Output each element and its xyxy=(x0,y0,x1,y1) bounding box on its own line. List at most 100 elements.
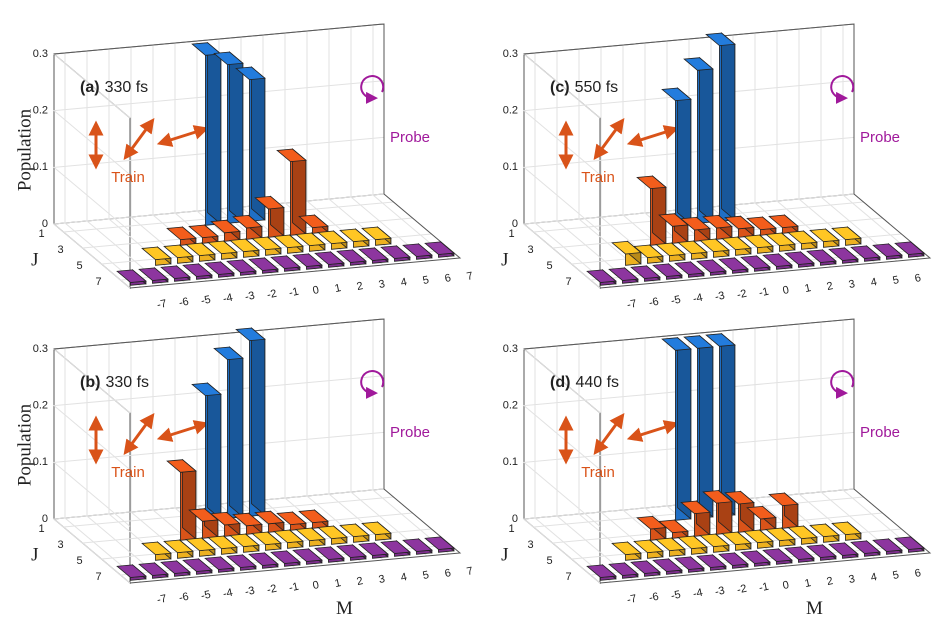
x-tick-label: -1 xyxy=(288,581,300,595)
bar-top xyxy=(204,261,235,275)
x-tick-label: -3 xyxy=(714,585,726,599)
z-tick-label: 0.3 xyxy=(503,48,518,60)
bar-top xyxy=(336,544,367,558)
bar-top xyxy=(229,238,260,253)
grid-line xyxy=(372,320,450,555)
grid-line xyxy=(52,488,385,584)
grid-line xyxy=(52,375,385,471)
x-tick-label: 2 xyxy=(356,280,364,293)
x-tick-label: 6 xyxy=(914,272,922,285)
annotation: Probe xyxy=(860,129,900,146)
bar-top xyxy=(787,230,818,245)
bar-top xyxy=(658,213,689,227)
bar-top xyxy=(683,335,714,349)
z-tick-label: 0.2 xyxy=(33,105,48,117)
y-axis-label: J xyxy=(501,545,508,566)
probe-circle xyxy=(360,370,385,399)
bar-top xyxy=(831,521,862,536)
polarization-arrow xyxy=(156,125,210,147)
grid-line xyxy=(52,136,385,232)
x-tick-label: 4 xyxy=(870,571,878,584)
polarization-arrow xyxy=(123,117,155,161)
annotation: Probe xyxy=(860,424,900,441)
bar-top xyxy=(828,247,859,261)
bar-top xyxy=(191,382,222,397)
x-tick-label: -4 xyxy=(222,292,234,306)
bar-top xyxy=(273,529,304,544)
x-tick-label: 1 xyxy=(804,577,812,590)
bar-top xyxy=(295,527,326,542)
x-axis-label: M xyxy=(806,598,823,619)
grid-line xyxy=(522,193,855,289)
x-tick-label: -2 xyxy=(266,583,278,597)
x-tick-label: 6 xyxy=(444,567,452,580)
bar-top xyxy=(661,337,692,351)
bar-top xyxy=(213,51,244,66)
bar-top xyxy=(185,242,216,257)
bar-top xyxy=(894,536,925,550)
y-tick-label: 1 xyxy=(508,523,514,535)
bar-top xyxy=(424,241,455,255)
bar-top xyxy=(160,560,191,574)
x-tick-label: 7 xyxy=(466,270,474,283)
bar-top xyxy=(850,245,881,259)
z-tick-label: 0 xyxy=(42,513,48,525)
bar-top xyxy=(336,249,367,263)
grid-line xyxy=(842,25,920,260)
x-tick-label: 5 xyxy=(422,569,430,582)
bar-top xyxy=(699,533,730,548)
z-tick-label: 0 xyxy=(512,513,518,525)
polarization-arrow xyxy=(626,125,680,147)
bar-top xyxy=(652,263,683,277)
bar-top xyxy=(768,492,799,507)
bar-top xyxy=(226,554,257,568)
bar-top xyxy=(248,552,279,566)
grid-line xyxy=(86,51,164,286)
bar-top xyxy=(894,241,925,255)
x-tick-label: -6 xyxy=(648,296,660,310)
bar-top xyxy=(608,267,639,281)
z-tick-label: 0.3 xyxy=(503,343,518,355)
bar-top xyxy=(702,490,733,504)
y-axis-label: J xyxy=(31,250,38,271)
bar-top xyxy=(586,564,617,578)
bar-top xyxy=(317,230,348,245)
bar-top xyxy=(116,564,147,578)
bar-top xyxy=(872,243,903,257)
bar-top xyxy=(276,511,307,526)
bar-top xyxy=(166,459,197,473)
bar-top xyxy=(207,535,238,550)
bar-top xyxy=(765,232,796,247)
bar-top xyxy=(586,269,617,283)
x-tick-label: -2 xyxy=(736,583,748,597)
bar-top xyxy=(254,510,285,525)
bar-top xyxy=(831,226,862,241)
bar-top xyxy=(402,243,433,257)
z-tick-label: 0.2 xyxy=(503,400,518,412)
annotation: Train xyxy=(581,464,615,481)
grid-line xyxy=(372,25,450,260)
bar-top xyxy=(746,505,777,520)
bar-top xyxy=(314,251,345,265)
panel-title: (c) 550 fs xyxy=(550,79,618,96)
annotation: Probe xyxy=(390,424,430,441)
x-tick-label: -7 xyxy=(626,298,638,312)
x-tick-label: -2 xyxy=(266,288,278,302)
bar-top xyxy=(270,550,301,564)
x-tick-label: -6 xyxy=(178,296,190,310)
bar-top xyxy=(661,87,692,102)
bar-top xyxy=(765,527,796,542)
bar-top xyxy=(630,265,661,279)
probe-circle xyxy=(360,75,385,104)
bar-top xyxy=(166,226,197,241)
bar-top xyxy=(677,535,708,550)
bar-top xyxy=(718,257,749,271)
bar-top xyxy=(746,216,777,231)
x-tick-label: 4 xyxy=(400,276,408,289)
axis-edge xyxy=(53,318,462,584)
bar-top xyxy=(229,533,260,548)
bar-top xyxy=(809,523,840,538)
x-tick-label: -5 xyxy=(670,294,682,308)
bar-top xyxy=(251,531,282,546)
